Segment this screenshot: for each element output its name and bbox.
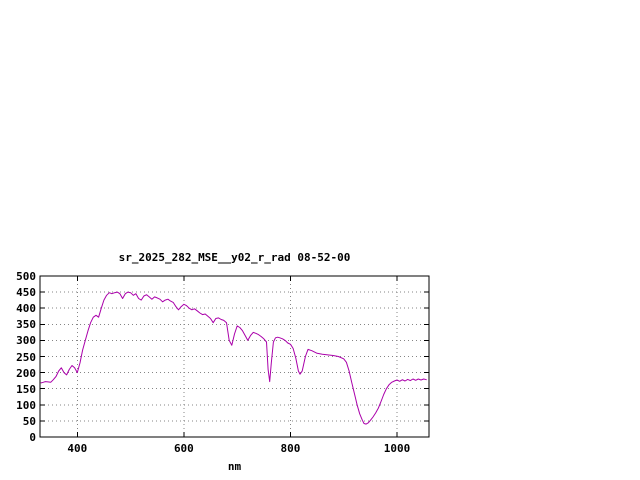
plot-border bbox=[39, 275, 430, 438]
y-tick-label: 300 bbox=[16, 334, 36, 348]
x-tick-label: 600 bbox=[173, 442, 194, 455]
chart-title: sr_2025_282_MSE__y02_r_rad 08-52-00 bbox=[118, 251, 351, 264]
y-tick-label: 250 bbox=[16, 350, 36, 364]
x-tick-label: 1000 bbox=[383, 442, 411, 455]
y-tick-label: 100 bbox=[16, 398, 36, 412]
y-tick-label: 150 bbox=[16, 382, 36, 396]
x-axis-label: nm bbox=[227, 460, 242, 473]
y-tick-label: 50 bbox=[22, 414, 36, 428]
y-tick-label: 500 bbox=[16, 270, 36, 283]
y-tick-label: 350 bbox=[16, 318, 36, 332]
y-tick-label: 400 bbox=[16, 302, 36, 316]
x-tick-label: 800 bbox=[280, 442, 301, 455]
y-tick-label: 450 bbox=[16, 286, 36, 300]
y-tick-label: 200 bbox=[16, 366, 36, 380]
x-tick-label: 400 bbox=[67, 442, 88, 455]
y-tick-label: 0 bbox=[29, 431, 36, 444]
spectrum-line bbox=[40, 291, 427, 425]
